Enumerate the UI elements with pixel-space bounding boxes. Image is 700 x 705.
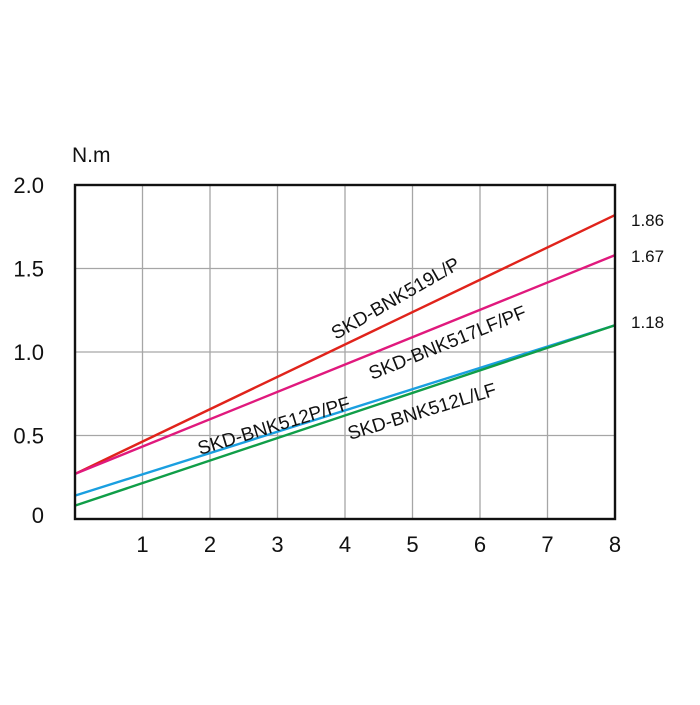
y-axis-unit-label: N.m xyxy=(72,144,111,167)
series-line-0 xyxy=(74,213,616,475)
y-tick-label: 0.5 xyxy=(13,424,44,449)
y-tick-label: 1.5 xyxy=(13,257,44,282)
tick-layer: 1 2 3 4 5 6 7 8 0 0.5 1.0 1.5 2.0 xyxy=(13,173,621,557)
y-tick-label: 0 xyxy=(32,503,44,528)
x-tick-label: 7 xyxy=(541,532,553,557)
grid-layer xyxy=(75,185,615,519)
series-name-label: SKD-BNK519L/P xyxy=(328,254,464,345)
series-line-2 xyxy=(74,324,616,497)
series-end-value: 1.86 xyxy=(631,211,664,230)
series-layer xyxy=(74,213,616,507)
x-tick-label: 8 xyxy=(609,532,621,557)
x-tick-label: 4 xyxy=(339,532,351,557)
frame-layer xyxy=(73,183,617,521)
series-end-value: 1.67 xyxy=(631,247,664,266)
x-tick-label: 3 xyxy=(271,532,283,557)
x-tick-label: 6 xyxy=(474,532,486,557)
series-end-value: 1.18 xyxy=(631,313,664,332)
series-name-label: SKD-BNK512P/PF xyxy=(195,393,353,459)
series-name-label: SKD-BNK517LF/PF xyxy=(366,302,530,384)
plot-frame xyxy=(73,183,617,521)
y-tick-label: 2.0 xyxy=(13,173,44,198)
x-tick-label: 5 xyxy=(406,532,418,557)
y-tick-label: 1.0 xyxy=(13,340,44,365)
x-tick-label: 1 xyxy=(136,532,148,557)
label-layer: SKD-BNK519L/PSKD-BNK517LF/PFSKD-BNK512P/… xyxy=(195,211,664,460)
series-line-1 xyxy=(74,254,616,476)
series-line-3 xyxy=(74,324,616,507)
x-tick-label: 2 xyxy=(204,532,216,557)
